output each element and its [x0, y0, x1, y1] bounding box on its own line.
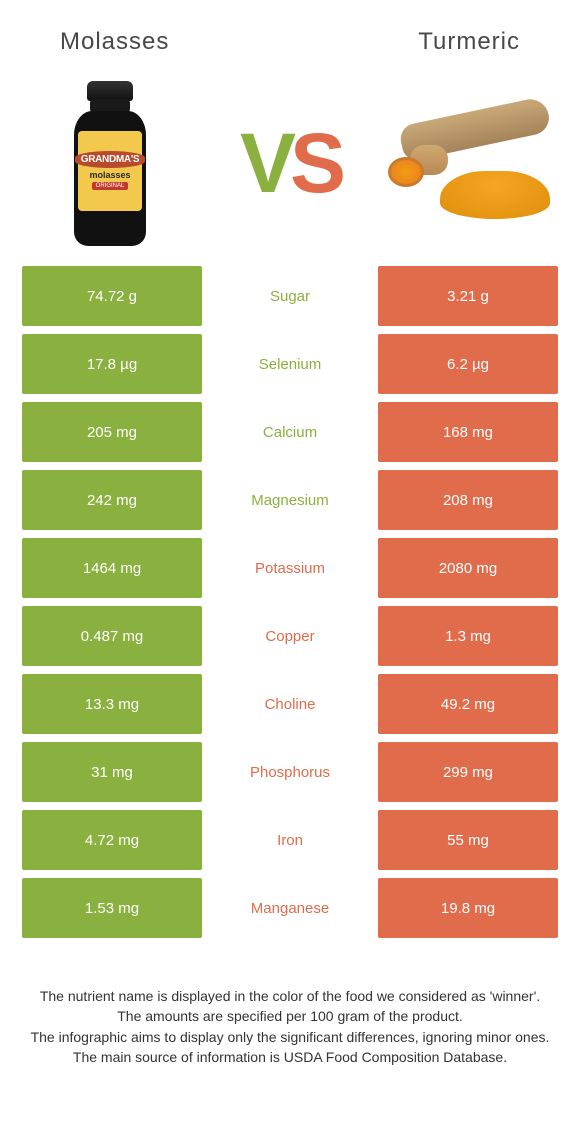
- vs-label: VS: [240, 121, 340, 205]
- jar-word: molasses: [89, 170, 130, 180]
- value-right: 55 mg: [378, 810, 558, 870]
- nutrient-label: Sugar: [202, 266, 378, 326]
- nutrient-label: Choline: [202, 674, 378, 734]
- value-left: 0.487 mg: [22, 606, 202, 666]
- value-right: 19.8 mg: [378, 878, 558, 938]
- turmeric-icon: [380, 103, 560, 223]
- nutrient-label: Phosphorus: [202, 742, 378, 802]
- nutrient-label: Potassium: [202, 538, 378, 598]
- footer-line-3: The infographic aims to display only the…: [22, 1027, 558, 1047]
- heading-row: Molasses Turmeric: [0, 0, 580, 66]
- vs-s: S: [290, 121, 340, 205]
- value-right: 49.2 mg: [378, 674, 558, 734]
- vs-v: V: [240, 121, 290, 205]
- nutrient-label: Manganese: [202, 878, 378, 938]
- table-row: 205 mgCalcium168 mg: [22, 402, 558, 462]
- value-left: 74.72 g: [22, 266, 202, 326]
- value-left: 31 mg: [22, 742, 202, 802]
- molasses-image: GRANDMA'S molasses ORIGINAL: [20, 78, 200, 248]
- molasses-jar-icon: GRANDMA'S molasses ORIGINAL: [74, 81, 146, 246]
- footer-notes: The nutrient name is displayed in the co…: [0, 946, 580, 1067]
- value-right: 3.21 g: [378, 266, 558, 326]
- value-left: 13.3 mg: [22, 674, 202, 734]
- value-left: 4.72 mg: [22, 810, 202, 870]
- value-right: 2080 mg: [378, 538, 558, 598]
- table-row: 74.72 gSugar3.21 g: [22, 266, 558, 326]
- heading-left: Molasses: [60, 28, 169, 56]
- jar-brand: GRANDMA'S: [75, 151, 146, 168]
- table-row: 0.487 mgCopper1.3 mg: [22, 606, 558, 666]
- value-right: 1.3 mg: [378, 606, 558, 666]
- value-left: 1464 mg: [22, 538, 202, 598]
- turmeric-image: [380, 78, 560, 248]
- jar-tag: ORIGINAL: [92, 182, 129, 190]
- value-left: 17.8 µg: [22, 334, 202, 394]
- footer-line-1: The nutrient name is displayed in the co…: [22, 986, 558, 1006]
- nutrient-label: Iron: [202, 810, 378, 870]
- value-right: 208 mg: [378, 470, 558, 530]
- table-row: 1464 mgPotassium2080 mg: [22, 538, 558, 598]
- table-row: 242 mgMagnesium208 mg: [22, 470, 558, 530]
- value-right: 299 mg: [378, 742, 558, 802]
- value-left: 1.53 mg: [22, 878, 202, 938]
- value-left: 205 mg: [22, 402, 202, 462]
- footer-line-4: The main source of information is USDA F…: [22, 1047, 558, 1067]
- table-row: 17.8 µgSelenium6.2 µg: [22, 334, 558, 394]
- table-row: 31 mgPhosphorus299 mg: [22, 742, 558, 802]
- table-row: 1.53 mgManganese19.8 mg: [22, 878, 558, 938]
- value-left: 242 mg: [22, 470, 202, 530]
- nutrient-label: Selenium: [202, 334, 378, 394]
- nutrient-label: Copper: [202, 606, 378, 666]
- comparison-table: 74.72 gSugar3.21 g 17.8 µgSelenium6.2 µg 2…: [0, 266, 580, 938]
- table-row: 4.72 mgIron55 mg: [22, 810, 558, 870]
- nutrient-label: Calcium: [202, 402, 378, 462]
- hero-row: GRANDMA'S molasses ORIGINAL VS: [0, 66, 580, 266]
- table-row: 13.3 mgCholine49.2 mg: [22, 674, 558, 734]
- nutrient-label: Magnesium: [202, 470, 378, 530]
- heading-right: Turmeric: [418, 28, 520, 56]
- value-right: 6.2 µg: [378, 334, 558, 394]
- value-right: 168 mg: [378, 402, 558, 462]
- footer-line-2: The amounts are specified per 100 gram o…: [22, 1006, 558, 1026]
